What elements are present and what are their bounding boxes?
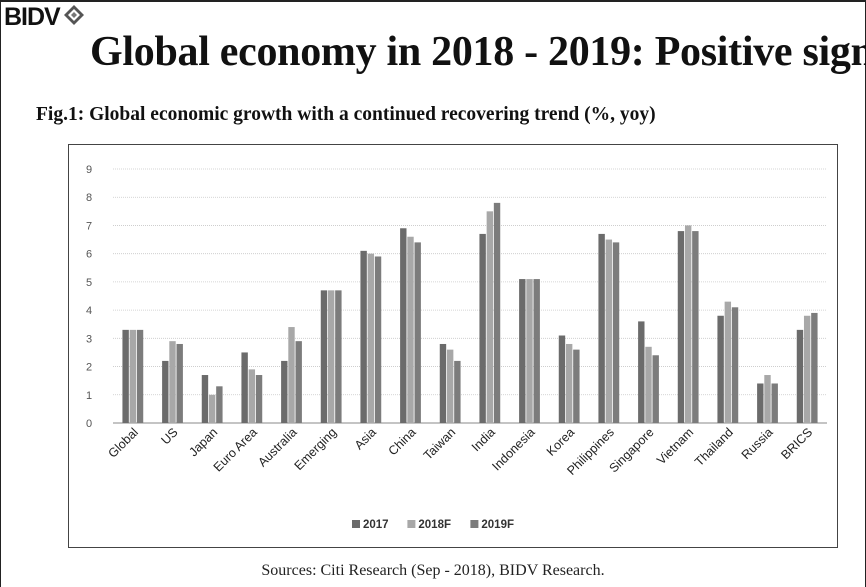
x-tick-label: Russia <box>739 425 776 462</box>
bar-2017 <box>281 360 288 423</box>
y-tick-label: 9 <box>86 164 92 176</box>
chart-container: 0 1 2 3 4 5 6 7 8 9 Global US Japan Euro Area Australi… <box>68 144 838 548</box>
y-tick-label: 0 <box>86 418 92 430</box>
bar-2019f <box>771 383 778 423</box>
bar-2018f <box>367 253 375 423</box>
bar-2017 <box>162 360 169 423</box>
bar-2017 <box>598 233 605 423</box>
bar-2018f <box>565 343 573 423</box>
x-tick-label: India <box>469 425 498 454</box>
figure-title: Fig.1: Global economic growth with a con… <box>36 104 656 125</box>
bar-2019f <box>176 343 183 423</box>
bar-2019f <box>731 307 739 423</box>
bar-2018f <box>764 375 771 423</box>
bar-2019f <box>454 360 461 423</box>
legend-label: 2017 <box>363 519 389 531</box>
x-tick-label: BRICS <box>778 425 815 462</box>
source-note: Sources: Citi Research (Sep - 2018), BID… <box>261 562 605 579</box>
x-tick-label: Korea <box>544 425 578 459</box>
x-tick-label: Indonesia <box>489 425 537 473</box>
bar-2018f <box>248 369 256 423</box>
bar-2019f <box>811 312 818 423</box>
x-tick-label: Thailand <box>692 425 736 469</box>
bar-2018f <box>407 236 414 423</box>
bar-2019f <box>216 386 223 423</box>
bar-2017 <box>796 329 804 423</box>
x-tick-label: China <box>386 425 419 458</box>
x-tick-label: Euro Area <box>211 425 260 474</box>
y-tick-label: 5 <box>86 277 92 289</box>
bar-2017 <box>439 343 447 423</box>
bar-2017 <box>320 290 328 423</box>
bar-2018f <box>526 279 533 423</box>
legend-swatch-2018f <box>407 520 416 528</box>
y-tick-label: 7 <box>86 220 92 232</box>
y-tick-label: 8 <box>86 192 92 204</box>
bar-2017 <box>479 233 486 423</box>
bar-2019f <box>493 202 501 423</box>
bar-2017 <box>558 335 566 423</box>
bar-2018f <box>605 239 613 423</box>
y-tick-label: 1 <box>86 390 92 402</box>
bar-2017 <box>638 321 645 423</box>
logo-text: BIDV <box>4 3 61 31</box>
bar-2017 <box>400 228 407 423</box>
bar-2018f <box>327 290 335 423</box>
bar-2018f <box>645 346 652 423</box>
x-tick-label: Emerging <box>292 425 340 473</box>
x-tick-label: Asia <box>352 425 379 452</box>
bar-2017 <box>519 279 526 423</box>
bar-2017 <box>757 383 764 423</box>
bar-2018f <box>684 225 692 423</box>
legend-label: 2018F <box>418 519 451 531</box>
bar-2019f <box>414 242 421 423</box>
bar-2019f <box>374 256 382 423</box>
bar-2019f <box>255 375 263 423</box>
legend-label: 2019F <box>481 519 514 531</box>
bar-2019f <box>612 242 620 423</box>
bar-2019f <box>295 341 302 423</box>
bar-2017 <box>201 375 209 423</box>
legend-swatch-2017 <box>352 520 360 528</box>
bar-2017 <box>360 250 367 423</box>
x-tick-label: US <box>158 425 180 447</box>
bar-2017 <box>717 315 724 423</box>
bar-2018f <box>288 327 295 423</box>
bar-2017 <box>122 329 129 423</box>
bar-2018f <box>724 301 732 423</box>
bidv-logo: BIDV <box>4 3 85 32</box>
x-tick-label: Japan <box>186 425 220 459</box>
page-title: Global economy in 2018 - 2019: Positive … <box>90 29 866 75</box>
bar-2019f <box>136 329 144 423</box>
bar-2018f <box>486 211 494 423</box>
bar-2019f <box>692 231 699 423</box>
bidv-diamond-icon <box>63 4 84 25</box>
x-tick-label: Vietnam <box>654 425 696 467</box>
y-tick-label: 2 <box>86 362 92 374</box>
bar-2018f <box>803 315 811 423</box>
bar-2017 <box>677 231 685 423</box>
bar-2019f <box>573 349 580 423</box>
bar-2019f <box>652 355 659 423</box>
y-tick-label: 4 <box>86 305 92 317</box>
bar-2019f <box>533 279 540 423</box>
y-tick-label: 6 <box>86 249 92 261</box>
bar-2017 <box>241 352 248 423</box>
x-tick-label: Taiwan <box>421 425 458 462</box>
bar-2018f <box>446 349 454 423</box>
bar-2018f <box>169 341 176 423</box>
x-tick-label: Global <box>105 425 140 460</box>
bar-2018f <box>129 329 137 423</box>
bar-2018f <box>208 394 216 423</box>
legend-swatch-2019f <box>470 520 479 528</box>
y-tick-label: 3 <box>86 333 92 345</box>
bar-2019f <box>335 290 342 423</box>
